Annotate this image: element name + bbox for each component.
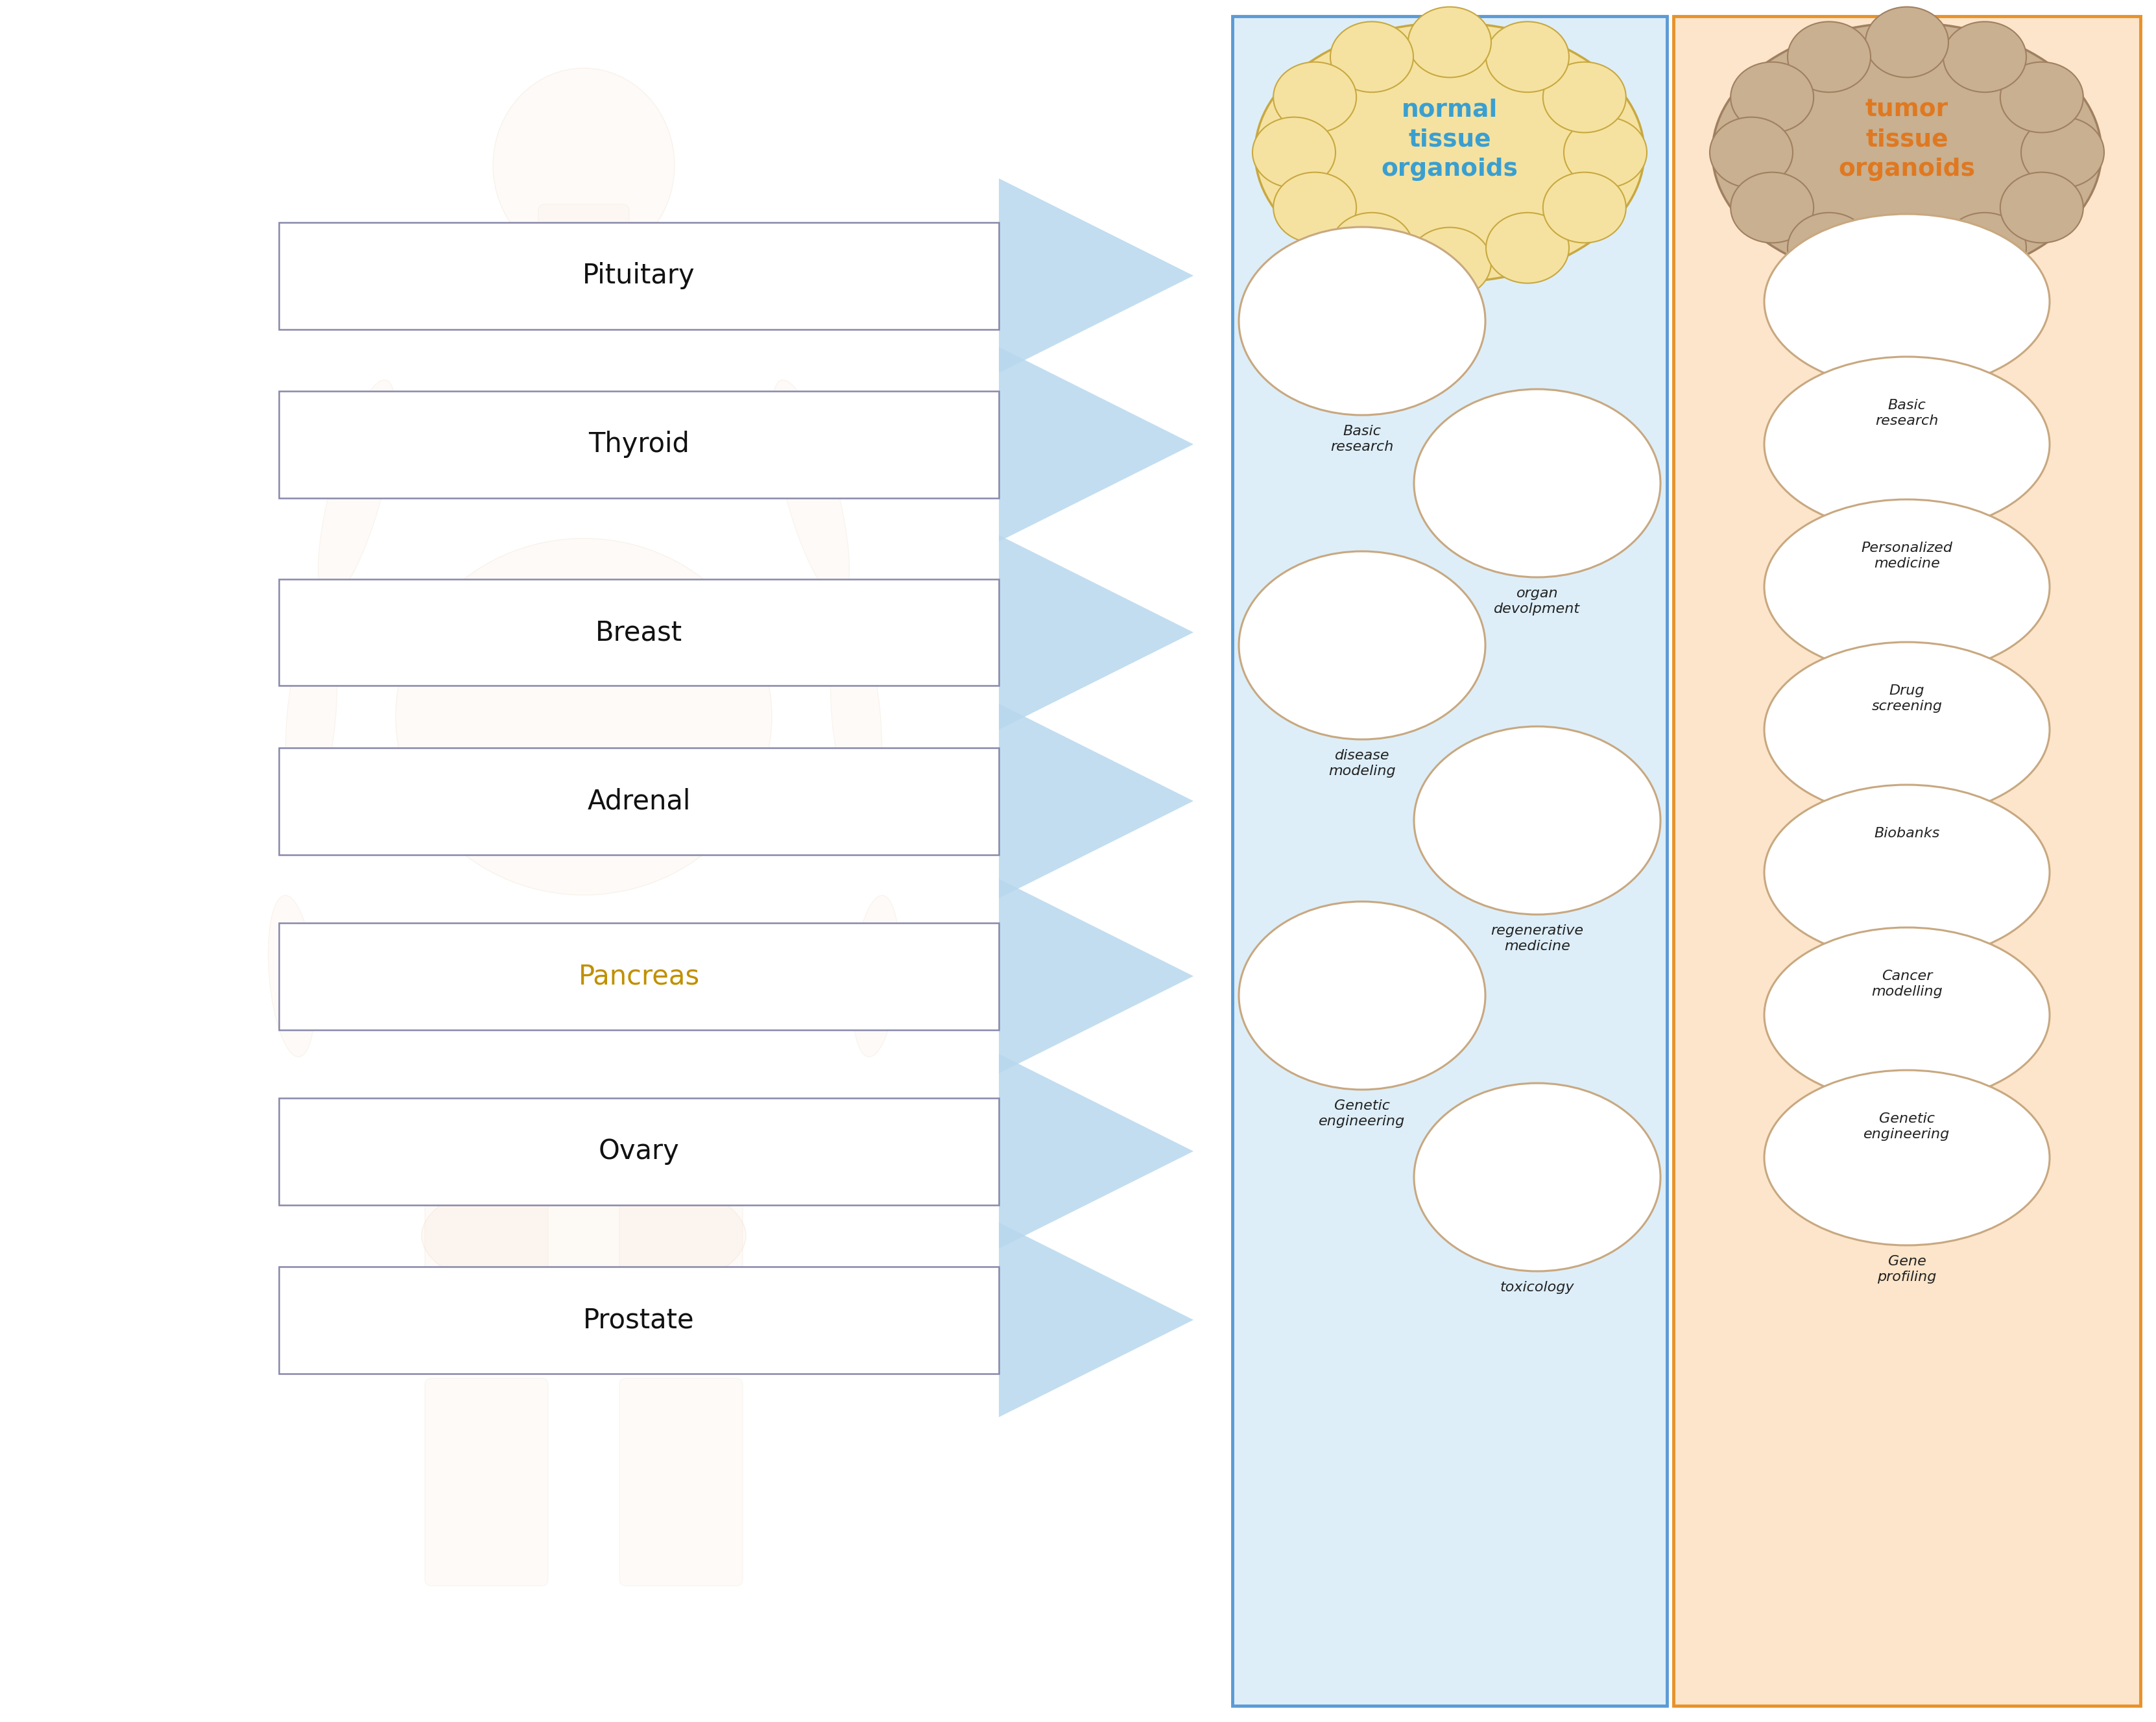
Ellipse shape [1764, 785, 2050, 959]
Ellipse shape [2001, 172, 2083, 243]
Text: Biobanks: Biobanks [1874, 827, 1940, 840]
Ellipse shape [423, 1171, 746, 1300]
Text: Basic
research: Basic research [1330, 425, 1393, 453]
FancyBboxPatch shape [278, 391, 998, 498]
Text: Basic
research: Basic research [1876, 400, 1938, 427]
Polygon shape [998, 179, 1194, 374]
Polygon shape [998, 536, 1194, 730]
Ellipse shape [1764, 499, 2050, 675]
Polygon shape [998, 704, 1194, 899]
Ellipse shape [1544, 62, 1626, 133]
Ellipse shape [1787, 212, 1871, 282]
Text: Personalized
medicine: Personalized medicine [1861, 542, 1953, 570]
Ellipse shape [1764, 356, 2050, 532]
Ellipse shape [1240, 902, 1485, 1090]
FancyBboxPatch shape [278, 1097, 998, 1205]
Ellipse shape [1253, 117, 1335, 188]
Text: organ
devolpment: organ devolpment [1494, 587, 1580, 615]
Ellipse shape [1544, 172, 1626, 243]
FancyBboxPatch shape [278, 222, 998, 329]
Ellipse shape [1563, 117, 1647, 188]
Ellipse shape [1330, 212, 1414, 282]
Text: normal
tissue
organoids: normal tissue organoids [1382, 98, 1518, 181]
Text: Ovary: Ovary [599, 1138, 679, 1164]
FancyBboxPatch shape [278, 923, 998, 1030]
Polygon shape [998, 878, 1194, 1073]
FancyBboxPatch shape [278, 579, 998, 685]
Text: toxicology: toxicology [1501, 1281, 1574, 1293]
Text: tumor
tissue
organoids: tumor tissue organoids [1839, 98, 1975, 181]
Text: regenerative
medicine: regenerative medicine [1490, 925, 1585, 952]
Ellipse shape [1764, 642, 2050, 818]
Ellipse shape [1764, 1069, 2050, 1245]
Ellipse shape [1731, 62, 1813, 133]
Text: Cancer
modelling: Cancer modelling [1871, 969, 1943, 999]
Ellipse shape [1485, 212, 1570, 282]
Ellipse shape [1865, 227, 1949, 298]
Ellipse shape [2001, 62, 2083, 133]
FancyBboxPatch shape [619, 1164, 742, 1372]
Ellipse shape [1710, 117, 1794, 188]
Ellipse shape [1943, 212, 2027, 282]
Ellipse shape [772, 381, 849, 599]
Ellipse shape [2020, 117, 2104, 188]
Polygon shape [998, 1223, 1194, 1417]
FancyBboxPatch shape [278, 747, 998, 854]
Ellipse shape [1408, 7, 1492, 77]
Ellipse shape [1787, 22, 1871, 93]
Ellipse shape [1731, 172, 1813, 243]
Ellipse shape [1712, 22, 2102, 282]
Ellipse shape [285, 620, 336, 813]
Text: Pituitary: Pituitary [582, 262, 694, 289]
Ellipse shape [1764, 928, 2050, 1102]
FancyBboxPatch shape [278, 1266, 998, 1374]
Ellipse shape [1865, 7, 1949, 77]
Ellipse shape [1408, 227, 1492, 298]
Text: Gene
profiling: Gene profiling [1878, 1255, 1936, 1283]
Text: Thyroid: Thyroid [589, 430, 690, 458]
Ellipse shape [397, 539, 772, 895]
FancyBboxPatch shape [425, 1378, 548, 1586]
Ellipse shape [1274, 172, 1356, 243]
Text: Genetic
engineering: Genetic engineering [1863, 1112, 1951, 1142]
Ellipse shape [1274, 62, 1356, 133]
Ellipse shape [1240, 227, 1485, 415]
Text: Prostate: Prostate [584, 1307, 694, 1333]
Text: disease
modeling: disease modeling [1328, 749, 1395, 778]
FancyBboxPatch shape [539, 205, 630, 315]
Ellipse shape [1240, 551, 1485, 739]
Ellipse shape [852, 895, 899, 1057]
Ellipse shape [1485, 22, 1570, 93]
Polygon shape [998, 1054, 1194, 1248]
Text: Breast: Breast [595, 618, 683, 646]
Ellipse shape [1414, 727, 1660, 914]
Ellipse shape [1255, 22, 1645, 282]
Ellipse shape [1414, 1083, 1660, 1271]
FancyBboxPatch shape [425, 1164, 548, 1372]
Polygon shape [998, 348, 1194, 542]
Ellipse shape [830, 620, 882, 813]
Ellipse shape [494, 69, 675, 263]
FancyBboxPatch shape [619, 1378, 742, 1586]
Text: Genetic
engineering: Genetic engineering [1319, 1099, 1406, 1128]
Ellipse shape [1414, 389, 1660, 577]
Ellipse shape [1764, 214, 2050, 389]
Ellipse shape [267, 895, 315, 1057]
FancyBboxPatch shape [1233, 15, 1667, 1707]
Ellipse shape [319, 381, 395, 599]
Text: Adrenal: Adrenal [586, 787, 690, 815]
Text: Drug
screening: Drug screening [1871, 684, 1943, 713]
Ellipse shape [1943, 22, 2027, 93]
FancyBboxPatch shape [1673, 15, 2141, 1707]
Text: Pancreas: Pancreas [578, 963, 699, 990]
Ellipse shape [1330, 22, 1414, 93]
